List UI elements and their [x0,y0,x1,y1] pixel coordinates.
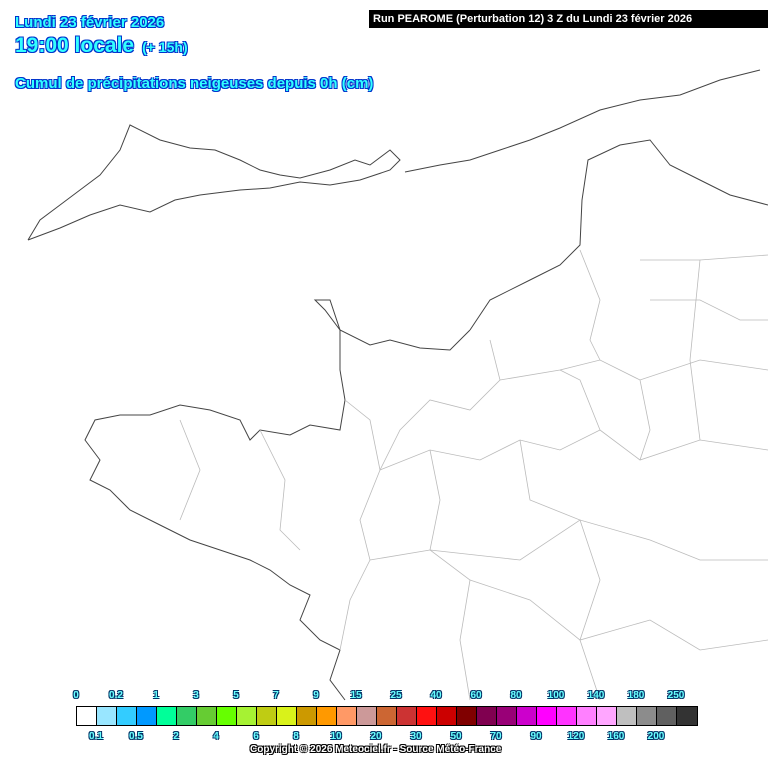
legend-label: 80 [510,690,522,701]
legend-swatch [297,707,317,725]
copyright: Copyright © 2026 Meteociel.fr - Source M… [250,744,502,755]
legend-label: 200 [647,731,665,742]
legend-swatch [457,707,477,725]
legend-swatch [237,707,257,725]
legend-label: 4 [213,731,219,742]
legend-swatch [137,707,157,725]
legend-label: 20 [370,731,382,742]
legend-label: 2 [173,731,179,742]
legend-swatch [157,707,177,725]
map-title: Cumul de précipitations neigeuses depuis… [15,75,374,92]
legend-label: 160 [607,731,625,742]
legend-label: 8 [293,731,299,742]
legend-swatch [77,707,97,725]
legend-swatch [377,707,397,725]
forecast-date: Lundi 23 février 2026 [15,14,165,31]
legend-swatch [437,707,457,725]
legend-label: 120 [567,731,585,742]
legend-label: 30 [410,731,422,742]
legend-label: 1 [153,690,159,701]
legend-label: 15 [350,690,362,701]
legend-swatch [677,707,697,725]
legend-swatch [177,707,197,725]
legend-label: 0 [73,690,79,701]
legend-label: 0.1 [89,731,103,742]
legend-swatch [317,707,337,725]
legend-label: 90 [530,731,542,742]
legend-swatch [657,707,677,725]
department-borders [179,249,768,701]
legend-swatch [417,707,437,725]
legend-swatch [477,707,497,725]
run-info: Run PEAROME (Perturbation 12) 3 Z du Lun… [369,10,768,28]
forecast-hour-text: 19:00 locale [15,34,135,57]
legend-label: 6 [253,731,259,742]
legend-label: 60 [470,690,482,701]
coastlines [27,69,768,701]
legend-swatch [557,707,577,725]
legend-label: 100 [547,690,565,701]
legend-swatch [217,707,237,725]
legend-swatch [257,707,277,725]
legend-swatch [117,707,137,725]
legend-swatch [637,707,657,725]
legend-label: 7 [273,690,279,701]
legend-label: 180 [627,690,645,701]
color-legend [76,706,698,726]
legend-swatch [577,707,597,725]
legend-label: 5 [233,690,239,701]
legend-swatch [357,707,377,725]
forecast-hour: 19:00 locale (+ 15h) [15,34,188,58]
legend-swatch [197,707,217,725]
legend-label: 9 [313,690,319,701]
legend-label: 140 [587,690,605,701]
legend-label: 10 [330,731,342,742]
legend-swatch [537,707,557,725]
legend-swatch [597,707,617,725]
legend-swatch [397,707,417,725]
legend-label: 0.5 [129,731,143,742]
legend-label: 250 [667,690,685,701]
legend-label: 40 [430,690,442,701]
legend-label: 3 [193,690,199,701]
legend-label: 0.2 [109,690,123,701]
legend-label: 25 [390,690,402,701]
legend-label: 70 [490,731,502,742]
legend-label: 50 [450,731,462,742]
legend-swatch [97,707,117,725]
legend-swatch [617,707,637,725]
lead-time: (+ 15h) [142,39,188,55]
legend-swatch [277,707,297,725]
legend-swatch [497,707,517,725]
legend-swatch [517,707,537,725]
legend-swatch [337,707,357,725]
